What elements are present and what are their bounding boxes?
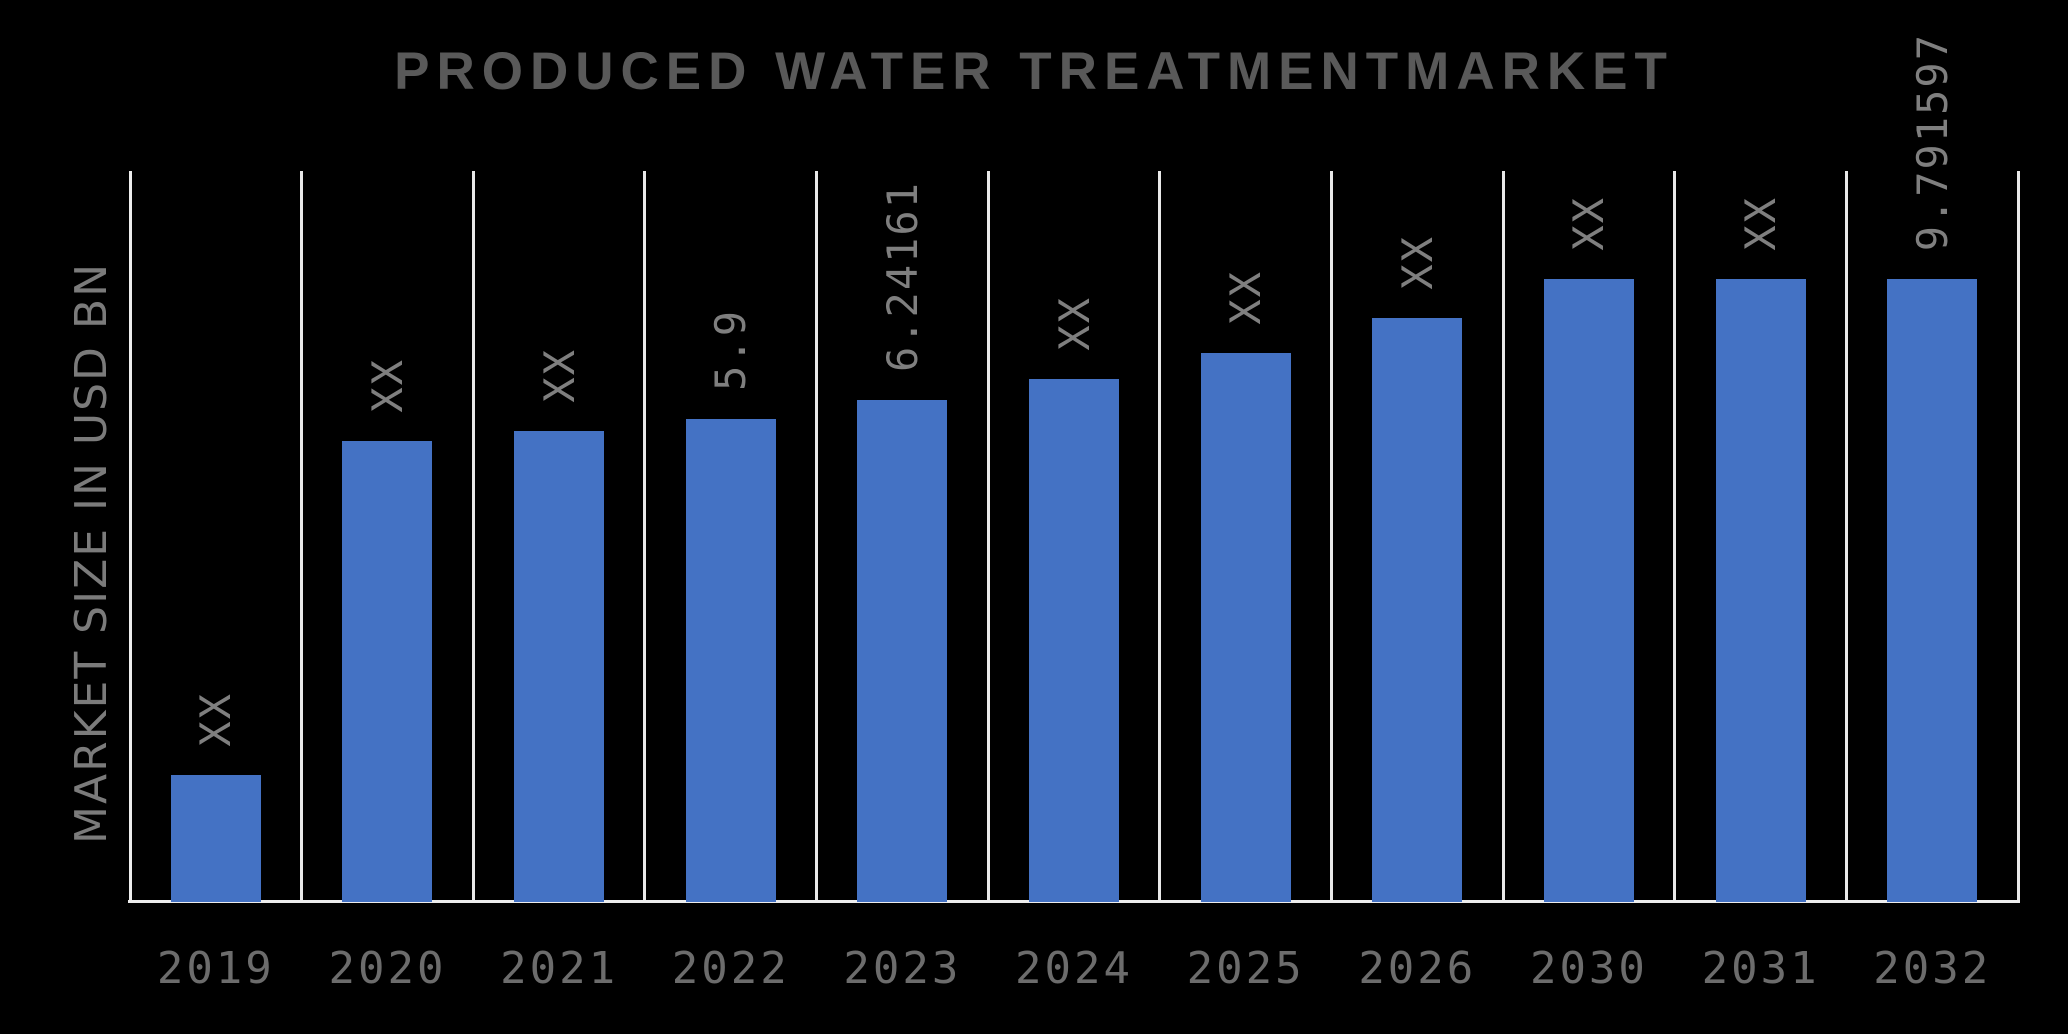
data-label-text-2032: 9.791597	[1907, 32, 1957, 251]
x-tick-2020: 2020	[328, 943, 447, 994]
data-label-2032: 9.791597	[1887, 33, 1977, 251]
gridline	[1158, 171, 1162, 902]
x-tick-2030: 2030	[1529, 943, 1648, 994]
data-label-text-2020: XX	[362, 358, 412, 413]
data-label-text-2019: XX	[191, 692, 241, 747]
gridline	[471, 171, 475, 902]
bar-2026	[1372, 318, 1463, 902]
chart-title: PRODUCED WATER TREATMENTMARKET	[394, 42, 1674, 101]
data-label-text-2030: XX	[1564, 196, 1614, 251]
data-label-text-2023: 6.24161	[877, 180, 927, 372]
x-tick-2026: 2026	[1358, 943, 1477, 994]
data-label-2030: XX	[1544, 196, 1634, 251]
data-label-2022: 5.9	[686, 309, 776, 391]
y-axis-line	[128, 171, 132, 902]
data-label-2021: XX	[514, 348, 604, 403]
gridline	[1501, 171, 1505, 902]
data-label-text-2024: XX	[1049, 296, 1099, 351]
bar-2020	[342, 441, 433, 902]
bar-2022	[685, 419, 776, 902]
x-tick-2019: 2019	[156, 943, 275, 994]
x-tick-2032: 2032	[1873, 943, 1992, 994]
data-label-text-2022: 5.9	[706, 309, 756, 391]
data-label-text-2026: XX	[1392, 235, 1442, 290]
bar-2030	[1543, 279, 1634, 902]
bar-2023	[857, 400, 948, 902]
bar-2032	[1887, 279, 1978, 902]
data-label-text-2031: XX	[1736, 196, 1786, 251]
bar-2019	[170, 775, 261, 902]
data-label-2024: XX	[1029, 296, 1119, 351]
y-axis-title: MARKET SIZE IN USD BN	[66, 262, 117, 844]
gridline	[1673, 171, 1677, 902]
x-tick-2023: 2023	[843, 943, 962, 994]
x-tick-2031: 2031	[1701, 943, 1820, 994]
gridline	[300, 171, 304, 902]
data-label-2031: XX	[1716, 196, 1806, 251]
data-label-2026: XX	[1372, 235, 1462, 290]
data-label-2023: 6.24161	[857, 181, 947, 372]
gridline	[1844, 171, 1848, 902]
x-tick-2021: 2021	[500, 943, 619, 994]
x-tick-2022: 2022	[671, 943, 790, 994]
data-label-2025: XX	[1201, 270, 1291, 325]
x-tick-2024: 2024	[1015, 943, 1133, 994]
data-label-2019: XX	[171, 692, 261, 747]
bar-2021	[514, 431, 605, 902]
data-label-text-2025: XX	[1221, 270, 1271, 325]
gridline	[815, 171, 819, 902]
bar-2024	[1029, 379, 1120, 902]
gridline	[2016, 171, 2020, 902]
gridline	[1329, 171, 1333, 902]
gridline	[986, 171, 990, 902]
data-label-2020: XX	[342, 358, 432, 413]
gridline	[643, 171, 647, 902]
data-label-text-2021: XX	[534, 348, 584, 403]
bar-2025	[1200, 353, 1291, 902]
x-tick-2025: 2025	[1186, 943, 1305, 994]
bar-2031	[1715, 279, 1806, 902]
